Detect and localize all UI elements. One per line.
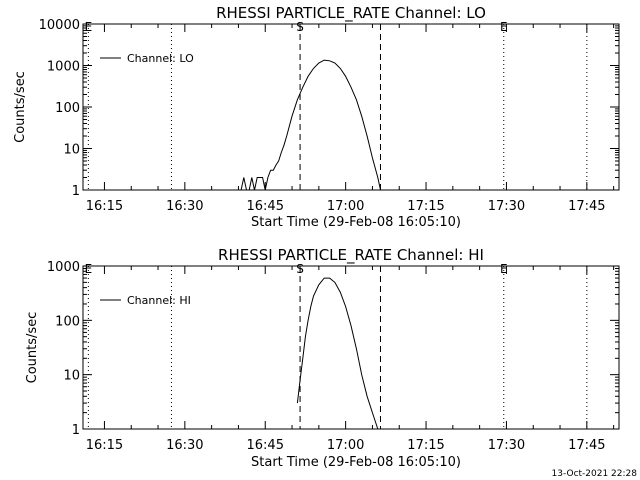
x-axis-label: Start Time (29-Feb-08 16:05:10) — [251, 455, 461, 470]
y-tick-label: 100 — [55, 314, 80, 329]
x-tick-label: 17:45 — [568, 438, 605, 453]
marker-label: E — [85, 20, 93, 34]
x-tick-label: 17:15 — [407, 199, 444, 214]
plot-frame — [82, 23, 620, 191]
panel-lo: RHESSI PARTICLE_RATE Channel: LO Start Ti… — [13, 4, 620, 230]
y-tick-label: 1 — [72, 184, 80, 199]
x-tick-label: 16:45 — [247, 199, 284, 214]
panel-hi: RHESSI PARTICLE_RATE Channel: HI Start Ti… — [25, 246, 620, 470]
y-tick-label: 10 — [63, 369, 80, 384]
series-line-hi — [296, 277, 379, 430]
legend-label: Channel: HI — [127, 294, 191, 307]
chart-title: RHESSI PARTICLE_RATE Channel: LO — [216, 4, 486, 23]
x-axis-label: Start Time (29-Feb-08 16:05:10) — [251, 215, 461, 230]
marker-label: E — [500, 262, 508, 276]
x-tick-label: 17:00 — [327, 438, 364, 453]
x-tick-label: 17:15 — [407, 438, 444, 453]
y-tick-label: 1000 — [47, 60, 80, 75]
x-tick-label: 16:30 — [166, 199, 203, 214]
x-tick-label: 17:30 — [488, 438, 525, 453]
x-tick-label: 17:45 — [568, 199, 605, 214]
series-line-lo — [240, 59, 381, 191]
y-tick-label: 100 — [55, 101, 80, 116]
plot-frame — [82, 265, 620, 430]
y-tick-label: 1000 — [47, 260, 80, 275]
y-tick-label: 10000 — [39, 18, 80, 33]
legend-label: Channel: LO — [127, 52, 194, 65]
y-tick-label: 10 — [63, 143, 80, 158]
marker-label: S — [296, 20, 304, 34]
x-tick-label: 16:15 — [86, 199, 123, 214]
y-axis-label: Counts/sec — [25, 312, 40, 384]
x-tick-label: 16:45 — [247, 438, 284, 453]
x-tick-label: 16:30 — [166, 438, 203, 453]
marker-label: E — [500, 20, 508, 34]
x-tick-label: 16:15 — [86, 438, 123, 453]
footer-timestamp: 13-Oct-2021 22:28 — [552, 469, 638, 479]
marker-label: E — [85, 262, 93, 276]
chart-title: RHESSI PARTICLE_RATE Channel: HI — [218, 246, 484, 265]
y-axis-label: Counts/sec — [13, 71, 28, 143]
x-tick-label: 17:00 — [327, 199, 364, 214]
marker-label: S — [296, 262, 304, 276]
y-tick-label: 1 — [72, 423, 80, 438]
x-tick-label: 17:30 — [488, 199, 525, 214]
